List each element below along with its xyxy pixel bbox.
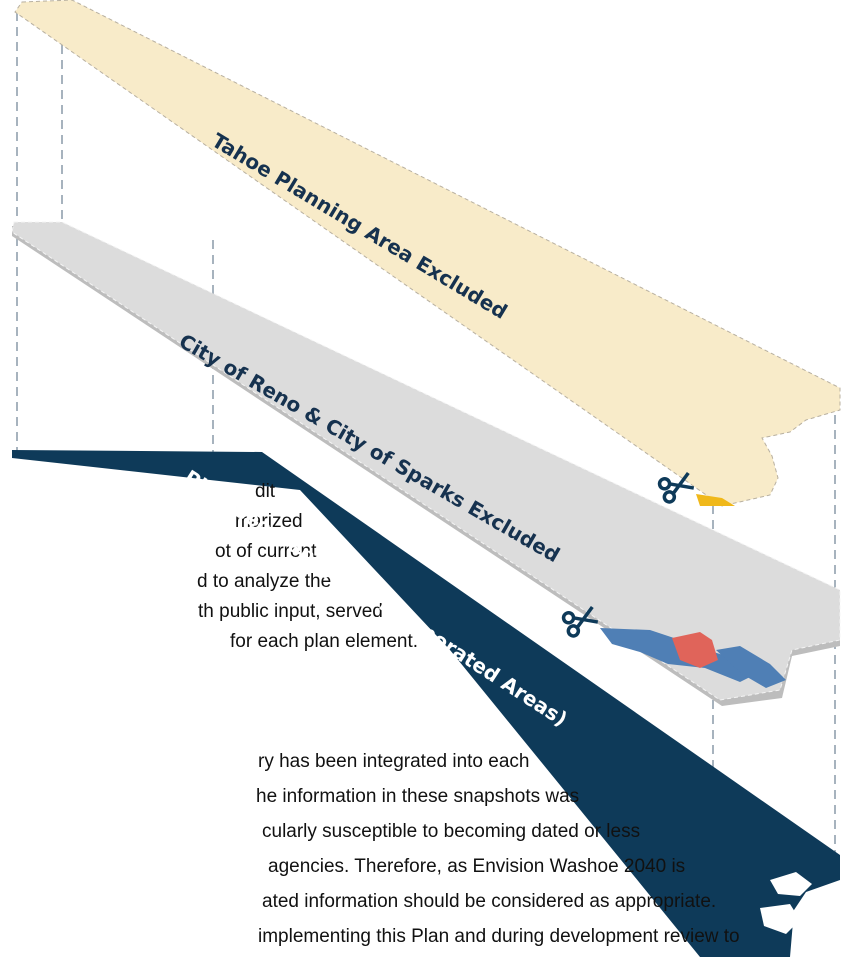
reno-sparks-layer	[11, 221, 841, 701]
body-line: implementing this Plan and during develo…	[258, 926, 740, 947]
scissors-icon	[657, 471, 695, 504]
reno-outskirts	[716, 646, 786, 688]
body-line: d to analyze the	[197, 571, 331, 592]
island	[770, 872, 812, 896]
body-line: ated information should be considered as…	[262, 891, 716, 912]
body-line: cularly susceptible to becoming dated or…	[262, 821, 640, 842]
body-line: dit	[255, 481, 276, 502]
body-line: ot of current	[215, 541, 317, 562]
city-areas	[600, 628, 786, 688]
reno-area	[672, 632, 718, 668]
body-line: ry has been integrated into each	[258, 751, 529, 772]
body-line: marized	[235, 511, 303, 532]
excluded-islands	[760, 872, 836, 934]
plan-geography-layer	[12, 450, 840, 957]
body-line: agencies. Therefore, as Envision Washoe …	[268, 856, 685, 877]
tahoe-cut-area	[696, 494, 735, 506]
island	[808, 896, 836, 918]
body-line: he information in these snapshots was	[256, 786, 579, 807]
body-text: dit marized ot of current d to analyze t…	[197, 481, 740, 947]
body-line: th public input, served	[198, 601, 383, 622]
body-line: for each plan element.	[230, 631, 418, 652]
scissors-icon	[561, 605, 599, 638]
island	[760, 904, 800, 934]
